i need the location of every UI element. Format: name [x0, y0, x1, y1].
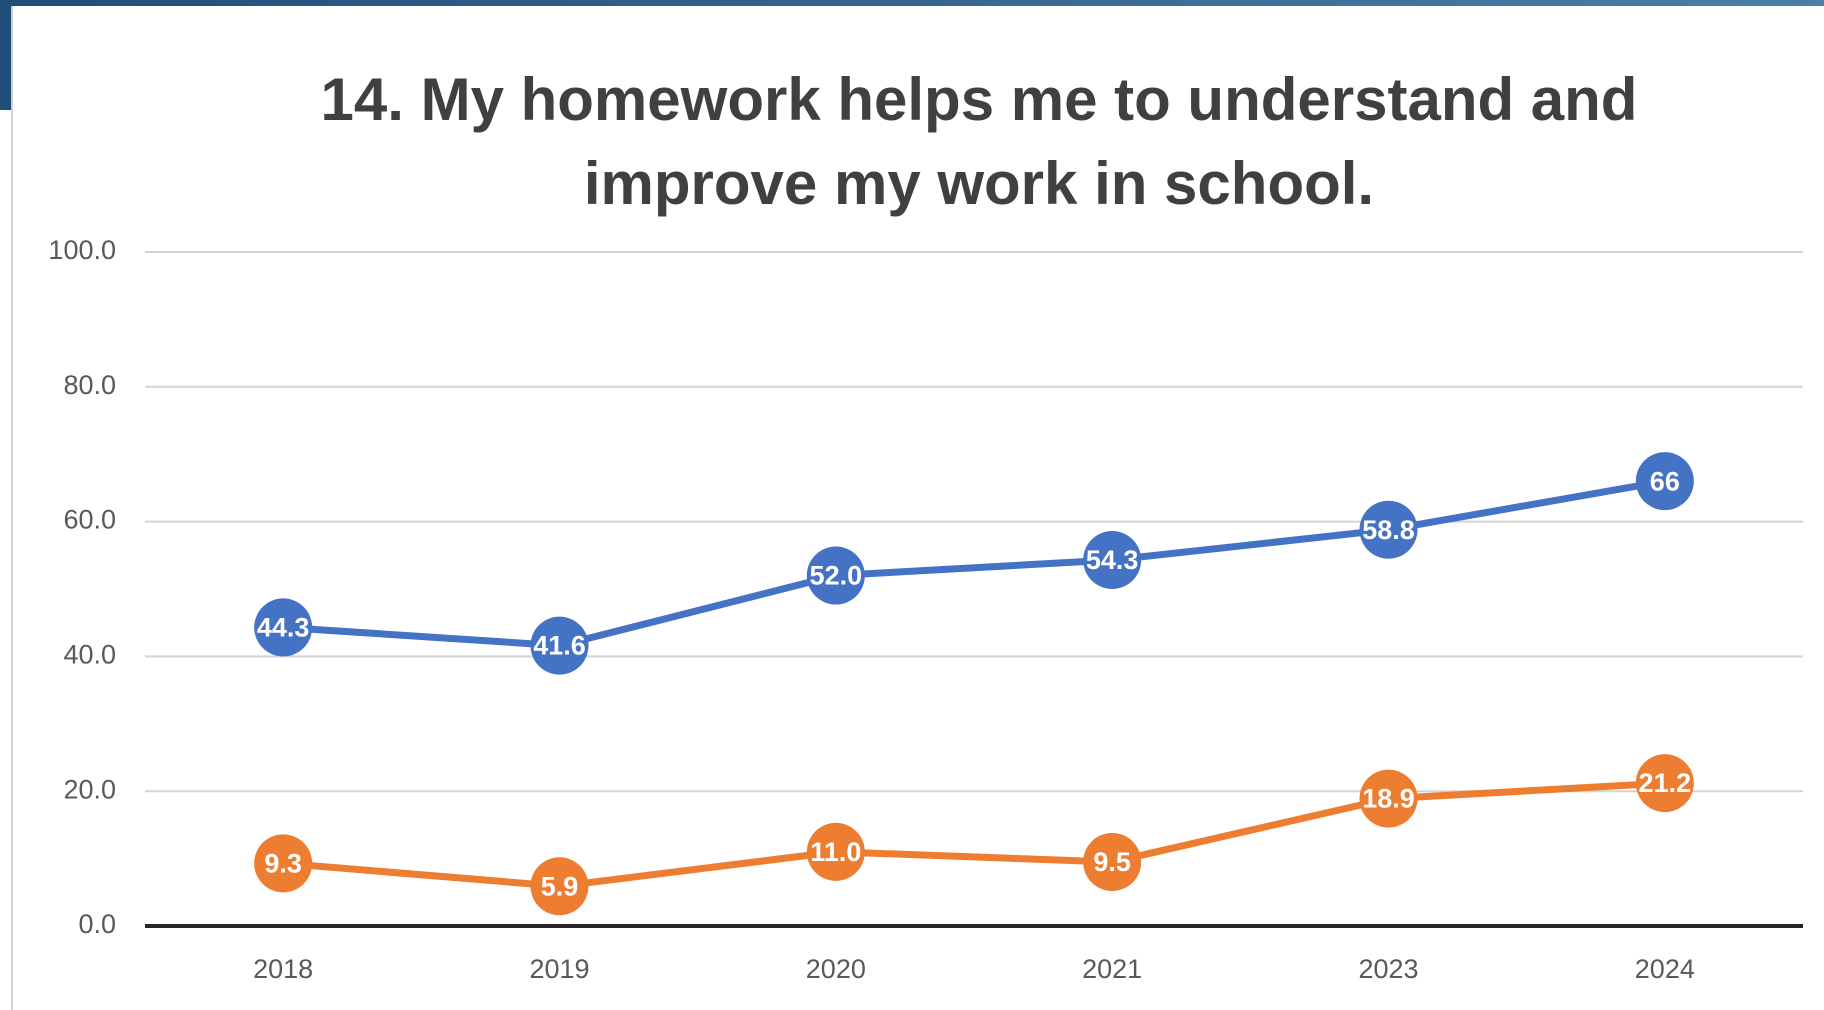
marker [1359, 500, 1418, 559]
x-tick-label: 2018 [253, 954, 313, 984]
data-label: 58.8 [1362, 515, 1415, 545]
data-label: 21.2 [1639, 768, 1692, 798]
y-tick-label: 80.0 [63, 370, 116, 400]
x-tick-label: 2019 [529, 954, 589, 984]
marker [254, 834, 313, 893]
marker [806, 546, 865, 605]
marker [254, 598, 313, 657]
marker [1083, 832, 1142, 891]
data-label: 44.3 [257, 613, 310, 643]
top-bar [0, 0, 1824, 6]
data-label: 5.9 [541, 871, 579, 901]
data-label: 11.0 [810, 837, 861, 867]
marker [1359, 769, 1418, 828]
marker [806, 822, 865, 881]
data-label: 9.3 [264, 848, 302, 878]
data-label: 66 [1650, 466, 1680, 496]
series-line [282, 477, 1666, 650]
x-tick-label: 2021 [1082, 954, 1142, 984]
y-tick-label: 20.0 [63, 774, 116, 804]
data-label: 54.3 [1086, 545, 1139, 575]
marker [1083, 531, 1142, 590]
marker [530, 857, 589, 916]
y-tick-label: 40.0 [63, 640, 116, 670]
x-tick-label: 2024 [1635, 954, 1695, 984]
data-label: 41.6 [533, 631, 586, 661]
data-label: 9.5 [1093, 847, 1131, 877]
series-line [282, 779, 1666, 890]
chart-title: 14. My homework helps me to understand a… [320, 66, 1638, 217]
y-tick-label: 100.0 [48, 235, 116, 265]
data-label: 18.9 [1362, 784, 1415, 814]
x-tick-label: 2020 [806, 954, 866, 984]
left-bar [0, 0, 12, 110]
y-tick-label: 60.0 [63, 505, 116, 535]
marker [1635, 754, 1694, 813]
marker [530, 616, 589, 675]
x-tick-label: 2023 [1358, 954, 1418, 984]
marker [1635, 452, 1694, 511]
data-label: 52.0 [810, 561, 863, 591]
y-tick-label: 0.0 [78, 909, 116, 939]
